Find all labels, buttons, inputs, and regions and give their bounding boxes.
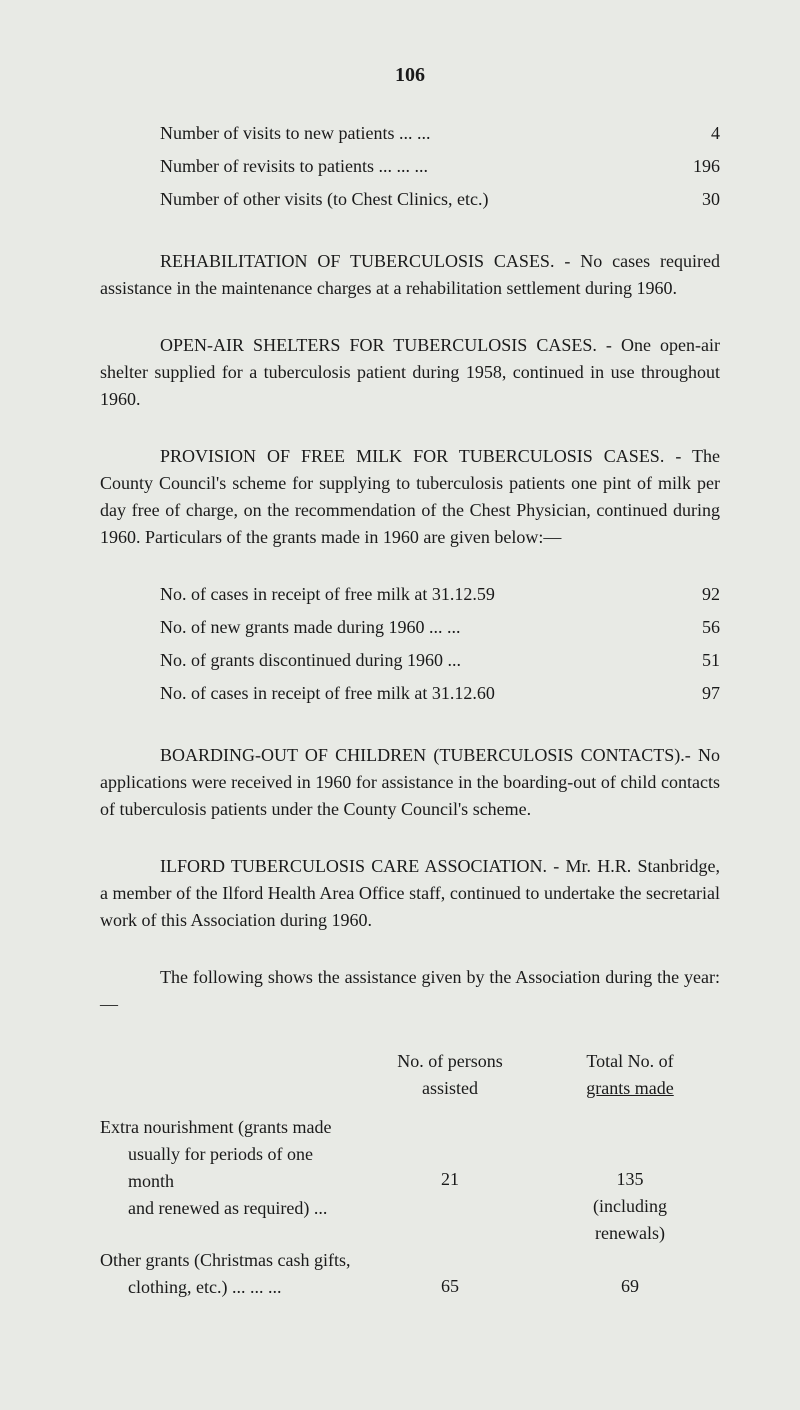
header-line: No. of persons [360, 1048, 540, 1075]
assist-grants-value: 69 [540, 1247, 720, 1301]
stat-label: No. of cases in receipt of free milk at … [160, 680, 660, 707]
stat-row: Number of other visits (to Chest Clinics… [160, 186, 720, 213]
assist-header: No. of persons assisted Total No. of gra… [100, 1048, 720, 1102]
label-line: Other grants (Christmas cash gifts, [100, 1247, 360, 1274]
assist-label: Other grants (Christmas cash gifts, clot… [100, 1247, 360, 1301]
stat-value: 51 [660, 647, 720, 674]
stat-row: No. of grants discontinued during 1960 .… [160, 647, 720, 674]
section-boarding: BOARDING-OUT OF CHILDREN (TUBERCULOSIS C… [100, 742, 720, 823]
stat-value: 97 [660, 680, 720, 707]
stat-label: No. of cases in receipt of free milk at … [160, 581, 660, 608]
section-openair: OPEN-AIR SHELTERS FOR TUBERCULOSIS CASES… [100, 332, 720, 413]
header-line: grants made [540, 1075, 720, 1102]
stat-value: 92 [660, 581, 720, 608]
assist-header-empty [100, 1048, 360, 1102]
label-line: and renewed as required) ... [100, 1195, 360, 1222]
milk-stats-block: No. of cases in receipt of free milk at … [160, 581, 720, 707]
assist-header-grants: Total No. of grants made [540, 1048, 720, 1102]
header-line: assisted [360, 1075, 540, 1102]
stat-label: Number of visits to new patients ... ... [160, 120, 660, 147]
stat-value: 196 [660, 153, 720, 180]
stat-label: Number of other visits (to Chest Clinics… [160, 186, 660, 213]
section-ilford: ILFORD TUBERCULOSIS CARE ASSOCIATION. - … [100, 853, 720, 934]
assist-row-extra: Extra nourishment (grants made usually f… [100, 1114, 720, 1247]
assist-persons-value: 21 [360, 1114, 540, 1247]
header-line: Total No. of [540, 1048, 720, 1075]
stat-row: No. of cases in receipt of free milk at … [160, 581, 720, 608]
stat-label: Number of revisits to patients ... ... .… [160, 153, 660, 180]
section-title: BOARDING-OUT OF CHILDREN (TUBERCULOSIS C… [160, 745, 685, 765]
section-title: REHABILITATION OF TUBERCULOSIS CASES. [160, 251, 554, 271]
label-line: usually for periods of one month [100, 1141, 360, 1195]
top-stats-block: Number of visits to new patients ... ...… [160, 120, 720, 213]
assistance-table: No. of persons assisted Total No. of gra… [100, 1048, 720, 1301]
stat-row: No. of cases in receipt of free milk at … [160, 680, 720, 707]
section-provision: PROVISION OF FREE MILK FOR TUBERCULOSIS … [100, 443, 720, 551]
section-title: PROVISION OF FREE MILK FOR TUBERCULOSIS … [160, 446, 664, 466]
page-number: 106 [100, 60, 720, 90]
stat-row: Number of revisits to patients ... ... .… [160, 153, 720, 180]
stat-label: No. of grants discontinued during 1960 .… [160, 647, 660, 674]
grants-number: 135 [540, 1166, 720, 1193]
section-body: The following shows the assistance given… [100, 967, 720, 1014]
grants-note: (including [540, 1193, 720, 1220]
assist-header-persons: No. of persons assisted [360, 1048, 540, 1102]
stat-value: 30 [660, 186, 720, 213]
section-rehab: REHABILITATION OF TUBERCULOSIS CASES. - … [100, 248, 720, 302]
label-line: clothing, etc.) ... ... ... [100, 1274, 360, 1301]
section-title: ILFORD TUBERCULOSIS CARE ASSOCIATION. [160, 856, 547, 876]
section-following: The following shows the assistance given… [100, 964, 720, 1018]
assist-grants-value: 135 (including renewals) [540, 1114, 720, 1247]
stat-value: 4 [660, 120, 720, 147]
assist-label: Extra nourishment (grants made usually f… [100, 1114, 360, 1247]
section-title: OPEN-AIR SHELTERS FOR TUBERCULOSIS CASES… [160, 335, 597, 355]
label-line: Extra nourishment (grants made [100, 1114, 360, 1141]
stat-row: No. of new grants made during 1960 ... .… [160, 614, 720, 641]
grants-note: renewals) [540, 1220, 720, 1247]
assist-row-other: Other grants (Christmas cash gifts, clot… [100, 1247, 720, 1301]
assist-persons-value: 65 [360, 1247, 540, 1301]
stat-label: No. of new grants made during 1960 ... .… [160, 614, 660, 641]
stat-row: Number of visits to new patients ... ...… [160, 120, 720, 147]
stat-value: 56 [660, 614, 720, 641]
